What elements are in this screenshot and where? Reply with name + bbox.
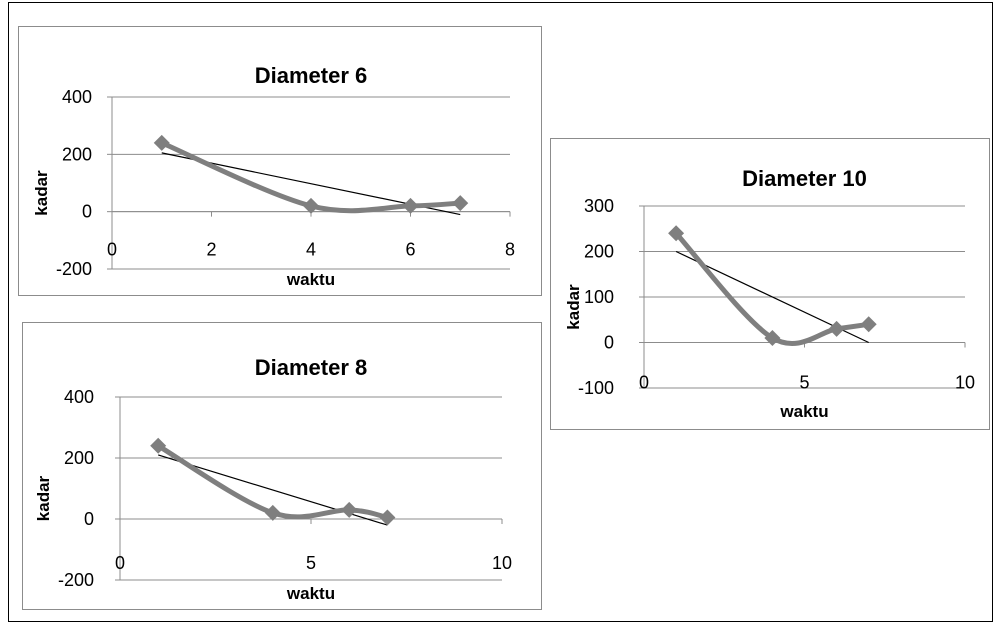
data-point xyxy=(303,197,319,214)
chart-title: Diameter 10 xyxy=(742,166,867,191)
data-point xyxy=(341,501,358,518)
x-tick-label: 5 xyxy=(799,373,809,393)
x-tick-label: 10 xyxy=(492,553,512,573)
y-axis-title: kadar xyxy=(564,284,583,330)
y-tick-label: -200 xyxy=(58,570,94,590)
chart-panel-diameter-8: Diameter 8 -200 0 200 400 0 5 10 waktu kadar xyxy=(22,322,542,610)
x-tick-label: 6 xyxy=(405,240,415,260)
chart-diameter-10: Diameter 10 -100 0 100 200 300 0 5 10 waktu kadar xyxy=(564,166,975,421)
data-point xyxy=(668,225,685,242)
x-tick-label: 10 xyxy=(955,373,975,393)
y-tick-label: 400 xyxy=(62,87,92,107)
data-point xyxy=(452,195,469,212)
chart-diameter-6: Diameter 6 -200 0 200 400 0 2 4 6 8 waktu kadar xyxy=(32,63,515,289)
x-tick-label: 4 xyxy=(306,240,316,260)
x-tick-label: 0 xyxy=(107,240,117,260)
x-axis-title: waktu xyxy=(779,402,828,421)
x-tick-label: 0 xyxy=(115,553,125,573)
y-axis-title: kadar xyxy=(34,475,53,521)
x-tick-label: 8 xyxy=(505,240,515,260)
data-point xyxy=(150,437,167,454)
data-point xyxy=(860,316,877,333)
x-tick-label: 5 xyxy=(306,553,316,573)
y-tick-label: 200 xyxy=(584,242,614,262)
y-tick-label: 0 xyxy=(84,509,94,529)
series-line xyxy=(159,140,463,214)
y-tick-label: 200 xyxy=(62,144,92,164)
chart-panel-diameter-10: Diameter 10 -100 0 100 200 300 0 5 10 waktu kadar xyxy=(550,138,990,430)
x-tick-label: 0 xyxy=(639,373,649,393)
data-point xyxy=(828,320,845,337)
x-tick-label: 2 xyxy=(206,240,216,260)
series-line xyxy=(673,230,872,346)
y-tick-label: 0 xyxy=(82,202,92,222)
chart-diameter-8: Diameter 8 -200 0 200 400 0 5 10 waktu kadar xyxy=(34,355,512,603)
y-tick-label: 400 xyxy=(64,387,94,407)
data-point xyxy=(153,134,170,151)
y-tick-label: 300 xyxy=(584,196,614,216)
y-tick-label: -100 xyxy=(578,378,614,398)
chart-panel-diameter-6: Diameter 6 -200 0 200 400 0 2 4 6 8 waktu kadar xyxy=(18,26,542,296)
y-tick-label: 0 xyxy=(604,333,614,353)
data-point xyxy=(402,197,419,214)
y-axis-title: kadar xyxy=(32,170,51,216)
y-tick-label: 100 xyxy=(584,287,614,307)
series-line xyxy=(155,443,390,520)
chart-title: Diameter 8 xyxy=(255,355,368,380)
figure-frame xyxy=(8,2,993,622)
data-point xyxy=(764,329,781,346)
y-tick-label: 200 xyxy=(64,448,94,468)
chart-title: Diameter 6 xyxy=(255,63,368,88)
x-axis-title: waktu xyxy=(286,270,335,289)
x-axis-title: waktu xyxy=(286,584,335,603)
y-tick-label: -200 xyxy=(56,259,92,279)
data-point xyxy=(264,504,281,521)
